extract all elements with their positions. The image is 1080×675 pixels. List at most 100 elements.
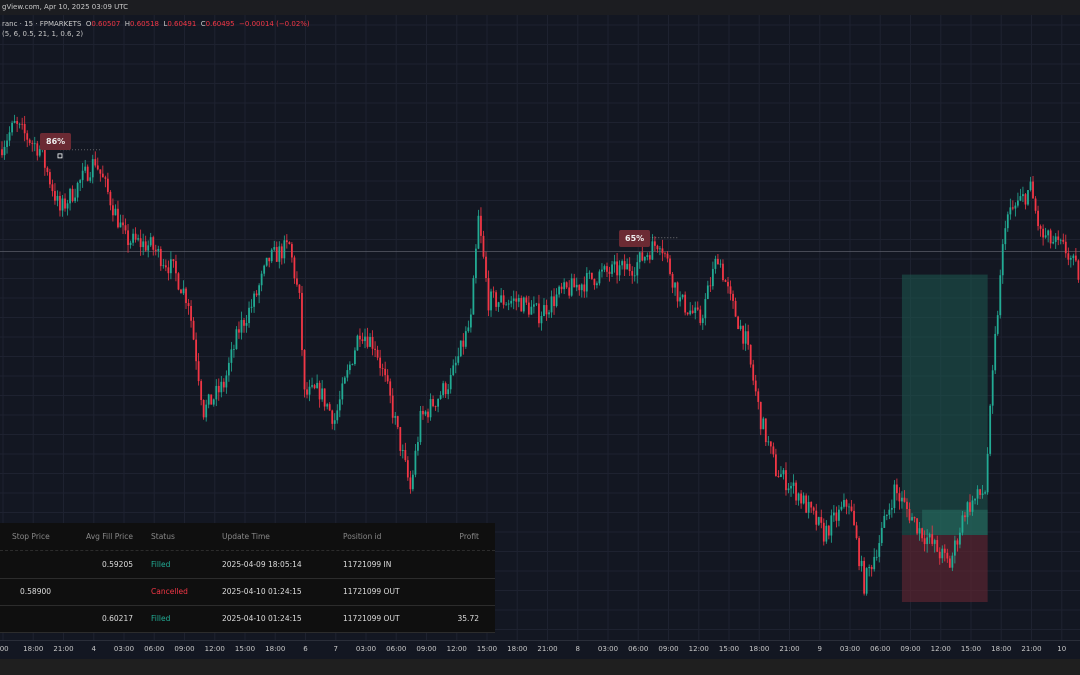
candle-body (596, 283, 598, 286)
x-tick-label: 03:00 (113, 645, 135, 653)
orders-table: Stop Price Avg Fill Price Status Update … (0, 523, 495, 633)
candle-body (515, 298, 518, 302)
open-label: O (85, 20, 92, 28)
candle-body (565, 282, 568, 288)
candle-body (1019, 196, 1022, 201)
candle-body (429, 399, 432, 418)
candle-body (28, 139, 31, 143)
candle-body (467, 327, 470, 332)
position-id: 11721099 OUT (343, 614, 400, 623)
candle-body (197, 361, 200, 382)
candle-body (830, 515, 833, 536)
candle-body (233, 349, 235, 350)
candle-body (606, 266, 608, 272)
candle-body (1059, 239, 1062, 241)
candle-body (936, 540, 939, 552)
candle-body (142, 241, 145, 248)
candle-body (101, 173, 104, 178)
candle-body (772, 446, 775, 455)
candle-body (253, 293, 255, 307)
candle-body (308, 386, 311, 395)
candle-body (994, 333, 997, 371)
candle-body (109, 191, 112, 206)
candle-body (785, 470, 787, 491)
candle-body (386, 375, 389, 382)
header-position-id: Position id (343, 532, 382, 541)
candle-body (13, 120, 16, 123)
time-axis[interactable]: :00 18:00 21:00 4 03:00 06:00 09:00 12:00 15:00 1… (0, 640, 1080, 659)
candle-body (250, 306, 253, 308)
candle-body (263, 265, 266, 274)
candle-body (611, 264, 613, 274)
candle-body (270, 249, 273, 262)
candle-body (167, 267, 170, 274)
candle-body (1067, 253, 1070, 260)
candle-body (129, 242, 132, 246)
table-row[interactable]: 0.60217 Filled 2025-04-10 01:24:15 11721… (0, 605, 495, 633)
candle-body (500, 295, 503, 303)
candle-body (669, 258, 671, 274)
x-tick-label: 7 (333, 645, 338, 653)
candle-body (38, 149, 41, 156)
candle-body (497, 302, 500, 307)
candle-body (860, 560, 863, 567)
source-timestamp: gView.com, Apr 10, 2025 03:09 UTC (2, 3, 129, 11)
high-value: 0.60518 (130, 20, 159, 28)
candle-body (225, 375, 228, 388)
candle-body (48, 172, 51, 185)
candle-body (691, 310, 694, 313)
candle-body (724, 280, 727, 282)
candle-body (71, 188, 74, 202)
price-chart[interactable]: ranc · 15 · FPMARKETS O0.60507 H0.60518 … (0, 15, 1080, 640)
candle-body (343, 377, 346, 384)
candle-body (162, 265, 165, 267)
candle-body (734, 300, 737, 317)
candle-body (104, 177, 107, 179)
candle-body (1, 149, 3, 156)
table-row[interactable]: 0.59205 Filled 2025-04-09 18:05:14 11721… (0, 551, 495, 579)
candle-body (235, 329, 238, 350)
candle-body (971, 500, 974, 512)
candle-body (258, 285, 261, 296)
chart-plot[interactable] (0, 15, 1080, 640)
candle-body (459, 340, 462, 357)
candle-body (273, 247, 276, 250)
candle-body (535, 303, 538, 305)
candle-body (354, 350, 356, 365)
candle-body (719, 263, 722, 265)
candle-body (1077, 260, 1080, 280)
candle-body (800, 493, 803, 504)
candle-body (868, 566, 871, 569)
candle-body (903, 497, 906, 502)
candle-body (157, 248, 160, 251)
close-value: 0.60495 (205, 20, 235, 28)
candle-body (855, 525, 858, 539)
candle-body (835, 512, 838, 521)
candle-body (439, 395, 442, 399)
candle-body (117, 208, 119, 228)
candle-body (679, 297, 682, 302)
candle-body (1044, 235, 1047, 238)
candle-body (795, 482, 797, 501)
candle-body (580, 284, 583, 291)
candle-body (351, 364, 354, 365)
candle-body (875, 556, 878, 558)
candle-body (1039, 226, 1042, 229)
candle-body (704, 299, 707, 319)
candle-body (1032, 181, 1034, 199)
candle-body (341, 383, 344, 400)
candle-body (326, 404, 329, 407)
candle-body (414, 450, 417, 475)
candle-body (361, 339, 364, 342)
candle-body (238, 329, 240, 333)
candle-body (641, 252, 644, 261)
candle-body (255, 293, 258, 296)
status: Filled (151, 614, 171, 623)
candle-body (843, 499, 845, 507)
candle-body (207, 394, 210, 405)
table-row[interactable]: 0.58900 Cancelled 2025-04-10 01:24:15 11… (0, 578, 495, 606)
candle-body (807, 501, 810, 513)
high-label: H (124, 20, 131, 28)
candle-body (613, 261, 616, 265)
candle-body (671, 273, 674, 288)
